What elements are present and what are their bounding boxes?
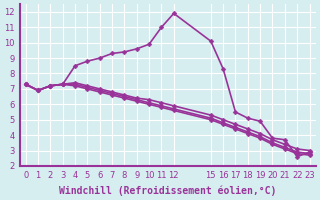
- X-axis label: Windchill (Refroidissement éolien,°C): Windchill (Refroidissement éolien,°C): [59, 185, 276, 196]
